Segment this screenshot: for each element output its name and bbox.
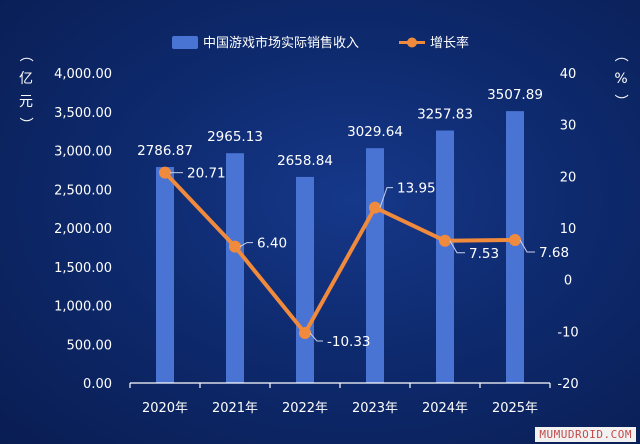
legend: 中国游戏市场实际销售收入 增长率: [172, 35, 469, 51]
legend-line-label: 增长率: [430, 35, 469, 51]
legend-bar-label: 中国游戏市场实际销售收入: [203, 35, 359, 51]
growth-label-leader: [519, 239, 535, 253]
growth-label-leader: [449, 240, 465, 254]
bar-2021年: [226, 153, 244, 383]
right-axis-ticks: -20 -10 0 10 20 30 40: [557, 67, 578, 392]
left-axis-title-char: （: [17, 48, 33, 62]
growth-label-leader: [309, 332, 323, 342]
growth-point-2023年: [369, 201, 381, 214]
bar-value-label: 2658.84: [277, 153, 333, 169]
left-axis-title: （ 亿元 ）: [17, 48, 33, 131]
growth-value-label: 7.68: [539, 245, 569, 261]
bar-2022年: [296, 176, 314, 383]
growth-value-label: 20.71: [187, 166, 226, 182]
growth-point-2025年: [509, 233, 521, 246]
left-tick-label: 4,000.00: [54, 67, 112, 82]
left-tick-label: 3,500.00: [54, 106, 112, 121]
growth-value-label: 13.95: [397, 181, 436, 197]
watermark: MUMUDROID.COM: [535, 427, 636, 442]
left-axis-title-char: 元: [19, 94, 33, 110]
bar-value-label: 3507.89: [487, 87, 543, 103]
x-tick-label: 2021年: [212, 401, 258, 416]
right-tick-label: -20: [557, 377, 578, 392]
left-tick-label: 2,000.00: [54, 222, 112, 237]
line-series: [159, 166, 521, 340]
growth-point-2020年: [159, 166, 171, 179]
left-axis-title-char: 亿: [19, 71, 33, 87]
growth-point-2024年: [439, 234, 451, 247]
growth-value-label: 6.40: [257, 236, 287, 252]
left-tick-label: 2,500.00: [54, 183, 112, 198]
x-axis: 2020年 2021年 2022年 2023年 2024年 2025年: [129, 382, 551, 416]
x-tick-label: 2020年: [142, 401, 188, 416]
growth-label-leader: [379, 187, 393, 208]
x-tick-label: 2024年: [422, 401, 468, 416]
bar-value-label: 2786.87: [137, 143, 193, 159]
left-tick-label: 1,500.00: [54, 261, 112, 276]
bar-value-label: 2965.13: [207, 129, 263, 145]
right-tick-label: 0: [564, 274, 572, 289]
growth-value-label: -10.33: [327, 334, 371, 350]
legend-bar-swatch: [172, 36, 198, 49]
growth-label-leader: [239, 242, 253, 248]
right-axis-title-char: ）: [612, 94, 628, 108]
bar-value-label: 3029.64: [347, 124, 403, 140]
right-tick-label: 10: [560, 222, 577, 237]
x-tick-label: 2025年: [492, 401, 538, 416]
bar-2024年: [436, 130, 454, 383]
left-tick-label: 3,000.00: [54, 145, 112, 160]
data-labels: 2786.87 2965.13 2658.84 3029.64 3257.83 3507.…: [137, 87, 569, 350]
right-tick-label: -10: [557, 325, 578, 340]
left-axis-ticks: 0.00 500.00 1,000.00 1,500.00 2,000.00 2,500.…: [54, 67, 112, 392]
growth-point-2022年: [299, 327, 311, 340]
growth-value-label: 7.53: [469, 246, 499, 262]
left-tick-label: 1,000.00: [54, 300, 112, 315]
x-tick-label: 2022年: [282, 401, 328, 416]
left-tick-label: 500.00: [67, 338, 113, 353]
bar-2025年: [506, 111, 524, 384]
right-tick-label: 40: [560, 67, 577, 82]
bar-value-label: 3257.83: [417, 107, 473, 123]
left-tick-label: 0.00: [83, 377, 112, 392]
legend-line-marker: [407, 37, 417, 48]
growth-line: [163, 171, 516, 336]
bar-2020年: [156, 167, 174, 383]
left-axis-title-char: ）: [17, 117, 33, 131]
right-axis-title: （% ）: [612, 48, 628, 108]
x-tick-label: 2023年: [352, 401, 398, 416]
right-tick-label: 20: [560, 170, 577, 185]
right-axis-title-char: %: [614, 71, 627, 87]
right-axis-title-char: （: [612, 48, 628, 62]
growth-point-2021年: [229, 240, 241, 253]
right-tick-label: 30: [560, 119, 577, 134]
